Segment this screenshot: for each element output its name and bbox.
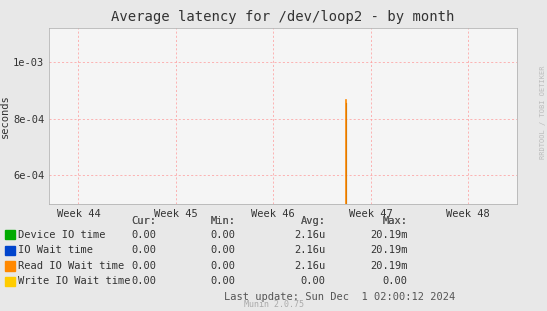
- Text: Device IO time: Device IO time: [18, 230, 106, 240]
- Text: 2.16u: 2.16u: [294, 261, 325, 271]
- Text: Last update: Sun Dec  1 02:00:12 2024: Last update: Sun Dec 1 02:00:12 2024: [224, 292, 455, 302]
- Text: 0.00: 0.00: [382, 276, 408, 286]
- Text: 20.19m: 20.19m: [370, 245, 408, 255]
- Text: RRDTOOL / TOBI OETIKER: RRDTOOL / TOBI OETIKER: [540, 65, 546, 159]
- Text: Avg:: Avg:: [300, 216, 325, 226]
- Text: Max:: Max:: [382, 216, 408, 226]
- Text: IO Wait time: IO Wait time: [18, 245, 93, 255]
- Text: Cur:: Cur:: [131, 216, 156, 226]
- Text: Min:: Min:: [210, 216, 235, 226]
- Text: 20.19m: 20.19m: [370, 261, 408, 271]
- Text: Max:: Max:: [382, 216, 408, 226]
- Text: 0.00: 0.00: [131, 261, 156, 271]
- Text: Avg:: Avg:: [300, 216, 325, 226]
- Text: Read IO Wait time: Read IO Wait time: [18, 261, 124, 271]
- Text: Munin 2.0.75: Munin 2.0.75: [243, 299, 304, 309]
- Text: 0.00: 0.00: [131, 230, 156, 240]
- Text: 0.00: 0.00: [131, 245, 156, 255]
- Text: 0.00: 0.00: [210, 230, 235, 240]
- Text: 0.00: 0.00: [131, 276, 156, 286]
- Text: 20.19m: 20.19m: [370, 230, 408, 240]
- Text: Write IO Wait time: Write IO Wait time: [18, 276, 131, 286]
- Text: 0.00: 0.00: [210, 261, 235, 271]
- Text: 2.16u: 2.16u: [294, 245, 325, 255]
- Text: 0.00: 0.00: [210, 276, 235, 286]
- Y-axis label: seconds: seconds: [1, 94, 10, 138]
- Text: 0.00: 0.00: [300, 276, 325, 286]
- Text: 0.00: 0.00: [210, 245, 235, 255]
- Title: Average latency for /dev/loop2 - by month: Average latency for /dev/loop2 - by mont…: [112, 10, 455, 24]
- Text: Min:: Min:: [210, 216, 235, 226]
- Text: Cur:: Cur:: [131, 216, 156, 226]
- Text: 2.16u: 2.16u: [294, 230, 325, 240]
